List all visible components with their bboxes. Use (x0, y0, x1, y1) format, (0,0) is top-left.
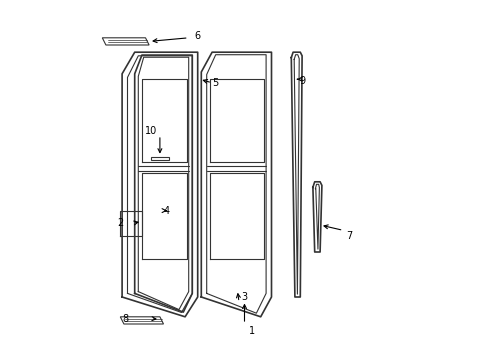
Text: 4: 4 (163, 206, 170, 216)
Text: 10: 10 (144, 126, 157, 136)
Text: 6: 6 (194, 31, 201, 41)
Text: 8: 8 (122, 314, 128, 324)
Text: 5: 5 (212, 78, 218, 88)
Text: 9: 9 (299, 76, 305, 86)
Text: 3: 3 (241, 292, 247, 302)
Text: 2: 2 (117, 218, 123, 228)
Text: 7: 7 (345, 231, 351, 241)
Text: 1: 1 (248, 326, 254, 336)
